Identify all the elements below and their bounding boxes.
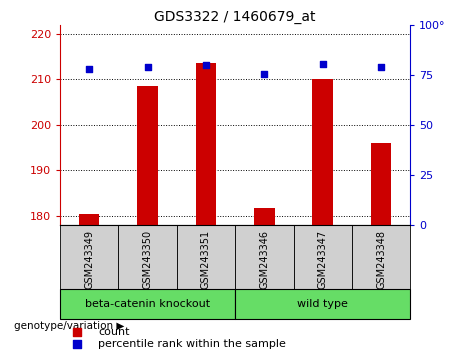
Bar bbox=[195, 63, 216, 225]
Text: GSM243351: GSM243351 bbox=[201, 230, 211, 289]
Bar bbox=[371, 143, 391, 225]
Point bbox=[260, 71, 268, 76]
Text: GSM243347: GSM243347 bbox=[318, 230, 328, 289]
Point bbox=[85, 66, 93, 72]
Text: GSM243348: GSM243348 bbox=[376, 230, 386, 289]
Text: beta-catenin knockout: beta-catenin knockout bbox=[85, 299, 210, 309]
Bar bbox=[352, 225, 410, 289]
Bar bbox=[177, 225, 235, 289]
Text: genotype/variation ▶: genotype/variation ▶ bbox=[14, 321, 125, 331]
Text: GSM243346: GSM243346 bbox=[259, 230, 269, 289]
Point bbox=[319, 61, 326, 67]
Bar bbox=[118, 225, 177, 289]
Bar bbox=[294, 225, 352, 289]
Bar bbox=[235, 225, 294, 289]
Point bbox=[74, 329, 81, 334]
Text: percentile rank within the sample: percentile rank within the sample bbox=[99, 339, 286, 349]
Text: GSM243350: GSM243350 bbox=[142, 230, 153, 289]
Text: wild type: wild type bbox=[297, 299, 348, 309]
Point bbox=[74, 341, 81, 347]
Bar bbox=[60, 289, 235, 319]
Point bbox=[378, 64, 385, 70]
Bar bbox=[235, 289, 410, 319]
Bar bbox=[137, 86, 158, 225]
Title: GDS3322 / 1460679_at: GDS3322 / 1460679_at bbox=[154, 10, 316, 24]
Bar bbox=[254, 208, 275, 225]
Point bbox=[202, 62, 210, 68]
Point bbox=[144, 64, 151, 70]
Text: count: count bbox=[99, 326, 130, 337]
Bar bbox=[313, 79, 333, 225]
Bar bbox=[60, 225, 118, 289]
Bar bbox=[79, 215, 100, 225]
Text: GSM243349: GSM243349 bbox=[84, 230, 94, 289]
